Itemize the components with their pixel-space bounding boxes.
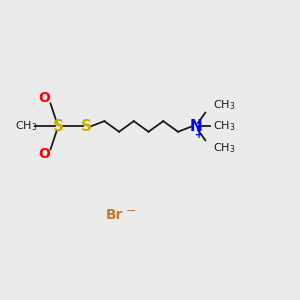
Text: CH$_3$: CH$_3$ bbox=[213, 141, 236, 155]
Text: O: O bbox=[39, 92, 50, 106]
Text: CH$_3$: CH$_3$ bbox=[213, 98, 236, 112]
Text: S: S bbox=[81, 119, 92, 134]
Text: CH$_3$: CH$_3$ bbox=[15, 119, 38, 133]
Text: O: O bbox=[39, 147, 50, 161]
Text: N: N bbox=[189, 119, 202, 134]
Text: Br: Br bbox=[106, 208, 123, 222]
Text: −: − bbox=[126, 205, 136, 218]
Text: CH$_3$: CH$_3$ bbox=[213, 119, 236, 133]
Text: S: S bbox=[53, 119, 64, 134]
Text: +: + bbox=[195, 130, 203, 140]
